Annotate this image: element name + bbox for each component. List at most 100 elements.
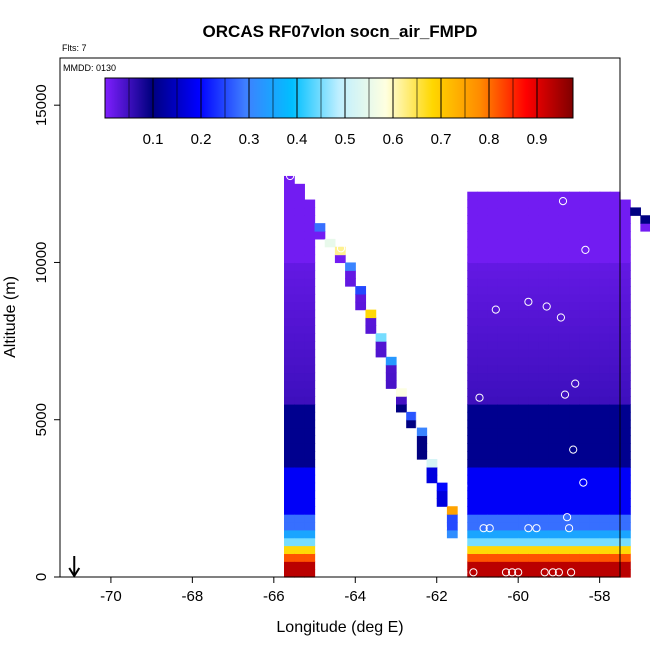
- heatmap-cell: [304, 490, 316, 499]
- heatmap-cell: [477, 238, 489, 248]
- heatmap-cell: [609, 561, 621, 570]
- heatmap-cell: [518, 238, 529, 248]
- data-point: [400, 352, 409, 361]
- heatmap-cell: [497, 372, 509, 382]
- heatmap-cell: [477, 325, 489, 334]
- colorbar-tick-label: 0.8: [479, 131, 500, 148]
- data-point: [416, 568, 425, 577]
- heatmap-cell: [528, 286, 540, 295]
- heatmap-cell: [609, 514, 621, 523]
- heatmap-cell: [528, 364, 540, 374]
- heatmap-cell: [294, 537, 305, 547]
- heatmap-cell: [467, 317, 479, 326]
- heatmap-cell: [304, 309, 316, 319]
- heatmap-cell: [487, 459, 499, 468]
- heatmap-cell: [558, 569, 570, 578]
- heatmap-cell: [538, 443, 550, 452]
- heatmap-cell: [477, 372, 489, 382]
- heatmap-cell: [528, 427, 540, 437]
- heatmap-cell: [508, 553, 519, 562]
- heatmap-cell: [304, 270, 316, 279]
- heatmap-cell: [477, 333, 489, 342]
- heatmap-cell: [609, 293, 621, 303]
- heatmap-cell: [620, 262, 631, 271]
- heatmap-cell: [579, 380, 591, 389]
- heatmap-cell: [579, 506, 591, 515]
- heatmap-cell: [548, 325, 560, 334]
- heatmap-cell: [487, 223, 499, 232]
- heatmap-cell: [294, 301, 305, 311]
- heatmap-cell: [579, 388, 591, 397]
- heatmap-cell: [497, 506, 509, 515]
- heatmap-cell: [579, 262, 591, 271]
- heatmap-cell: [508, 388, 519, 397]
- heatmap-cell: [620, 529, 631, 539]
- heatmap-cell: [579, 325, 591, 334]
- heatmap-cell: [528, 231, 540, 240]
- data-point: [491, 305, 500, 314]
- heatmap-cell: [569, 301, 580, 311]
- heatmap-cell: [569, 356, 580, 366]
- heatmap-cell: [558, 270, 570, 279]
- heatmap-cell: [467, 270, 479, 279]
- heatmap-cell: [477, 443, 489, 452]
- data-point: [389, 509, 399, 519]
- plot-frame: [59, 57, 621, 578]
- heatmap-cell: [508, 356, 519, 366]
- heatmap-cell: [599, 372, 611, 382]
- heatmap-cell: [558, 404, 570, 413]
- heatmap-cell: [304, 466, 316, 476]
- heatmap-cell: [497, 529, 509, 539]
- heatmap-cell: [558, 348, 570, 358]
- heatmap-cell: [284, 506, 295, 515]
- heatmap-cell: [538, 364, 550, 374]
- heatmap-cell: [538, 569, 550, 578]
- heatmap-cell: [416, 451, 428, 460]
- heatmap-cell: [477, 207, 489, 216]
- heatmap-cell: [589, 490, 601, 499]
- heatmap-cell: [294, 183, 305, 193]
- heatmap-cell: [497, 191, 509, 201]
- heatmap-cell: [396, 388, 407, 397]
- data-point: [459, 481, 468, 490]
- data-point: [393, 568, 403, 577]
- heatmap-cell: [497, 278, 509, 287]
- heatmap-cell: [579, 301, 591, 311]
- heatmap-cell: [599, 459, 611, 468]
- data-point: [567, 568, 576, 577]
- heatmap-cell: [528, 325, 540, 334]
- heatmap-cell: [558, 514, 570, 523]
- heatmap-cell: [518, 364, 529, 374]
- heatmap-cell: [609, 372, 621, 382]
- heatmap-cell: [294, 506, 305, 515]
- data-point: [540, 568, 549, 577]
- heatmap-cell: [518, 254, 529, 264]
- data-point: [507, 568, 517, 577]
- heatmap-cell: [528, 569, 540, 578]
- heatmap-cell: [294, 396, 305, 405]
- heatmap-cell: [518, 435, 529, 444]
- heatmap-cell: [487, 506, 499, 515]
- heatmap-cell: [467, 514, 479, 523]
- heatmap-cell: [467, 459, 479, 468]
- heatmap-cell: [497, 521, 509, 531]
- data-point: [532, 524, 541, 533]
- heatmap-cell: [579, 372, 591, 382]
- heatmap-cell: [589, 553, 601, 562]
- heatmap-cell: [579, 553, 591, 562]
- data-point: [475, 393, 484, 402]
- heatmap-cell: [518, 553, 529, 562]
- heatmap-cell: [508, 215, 519, 224]
- heatmap-cell: [579, 459, 591, 468]
- heatmap-cell: [569, 293, 580, 303]
- heatmap-cell: [599, 238, 611, 248]
- heatmap-cell: [477, 553, 489, 562]
- heatmap-cell: [609, 569, 621, 578]
- heatmap-cell: [304, 435, 316, 444]
- heatmap-cell: [304, 443, 316, 452]
- heatmap-cell: [599, 521, 611, 531]
- arrow-head: [68, 567, 81, 578]
- data-point: [442, 568, 451, 577]
- heatmap-cell: [528, 553, 540, 562]
- heatmap-cell: [579, 364, 591, 374]
